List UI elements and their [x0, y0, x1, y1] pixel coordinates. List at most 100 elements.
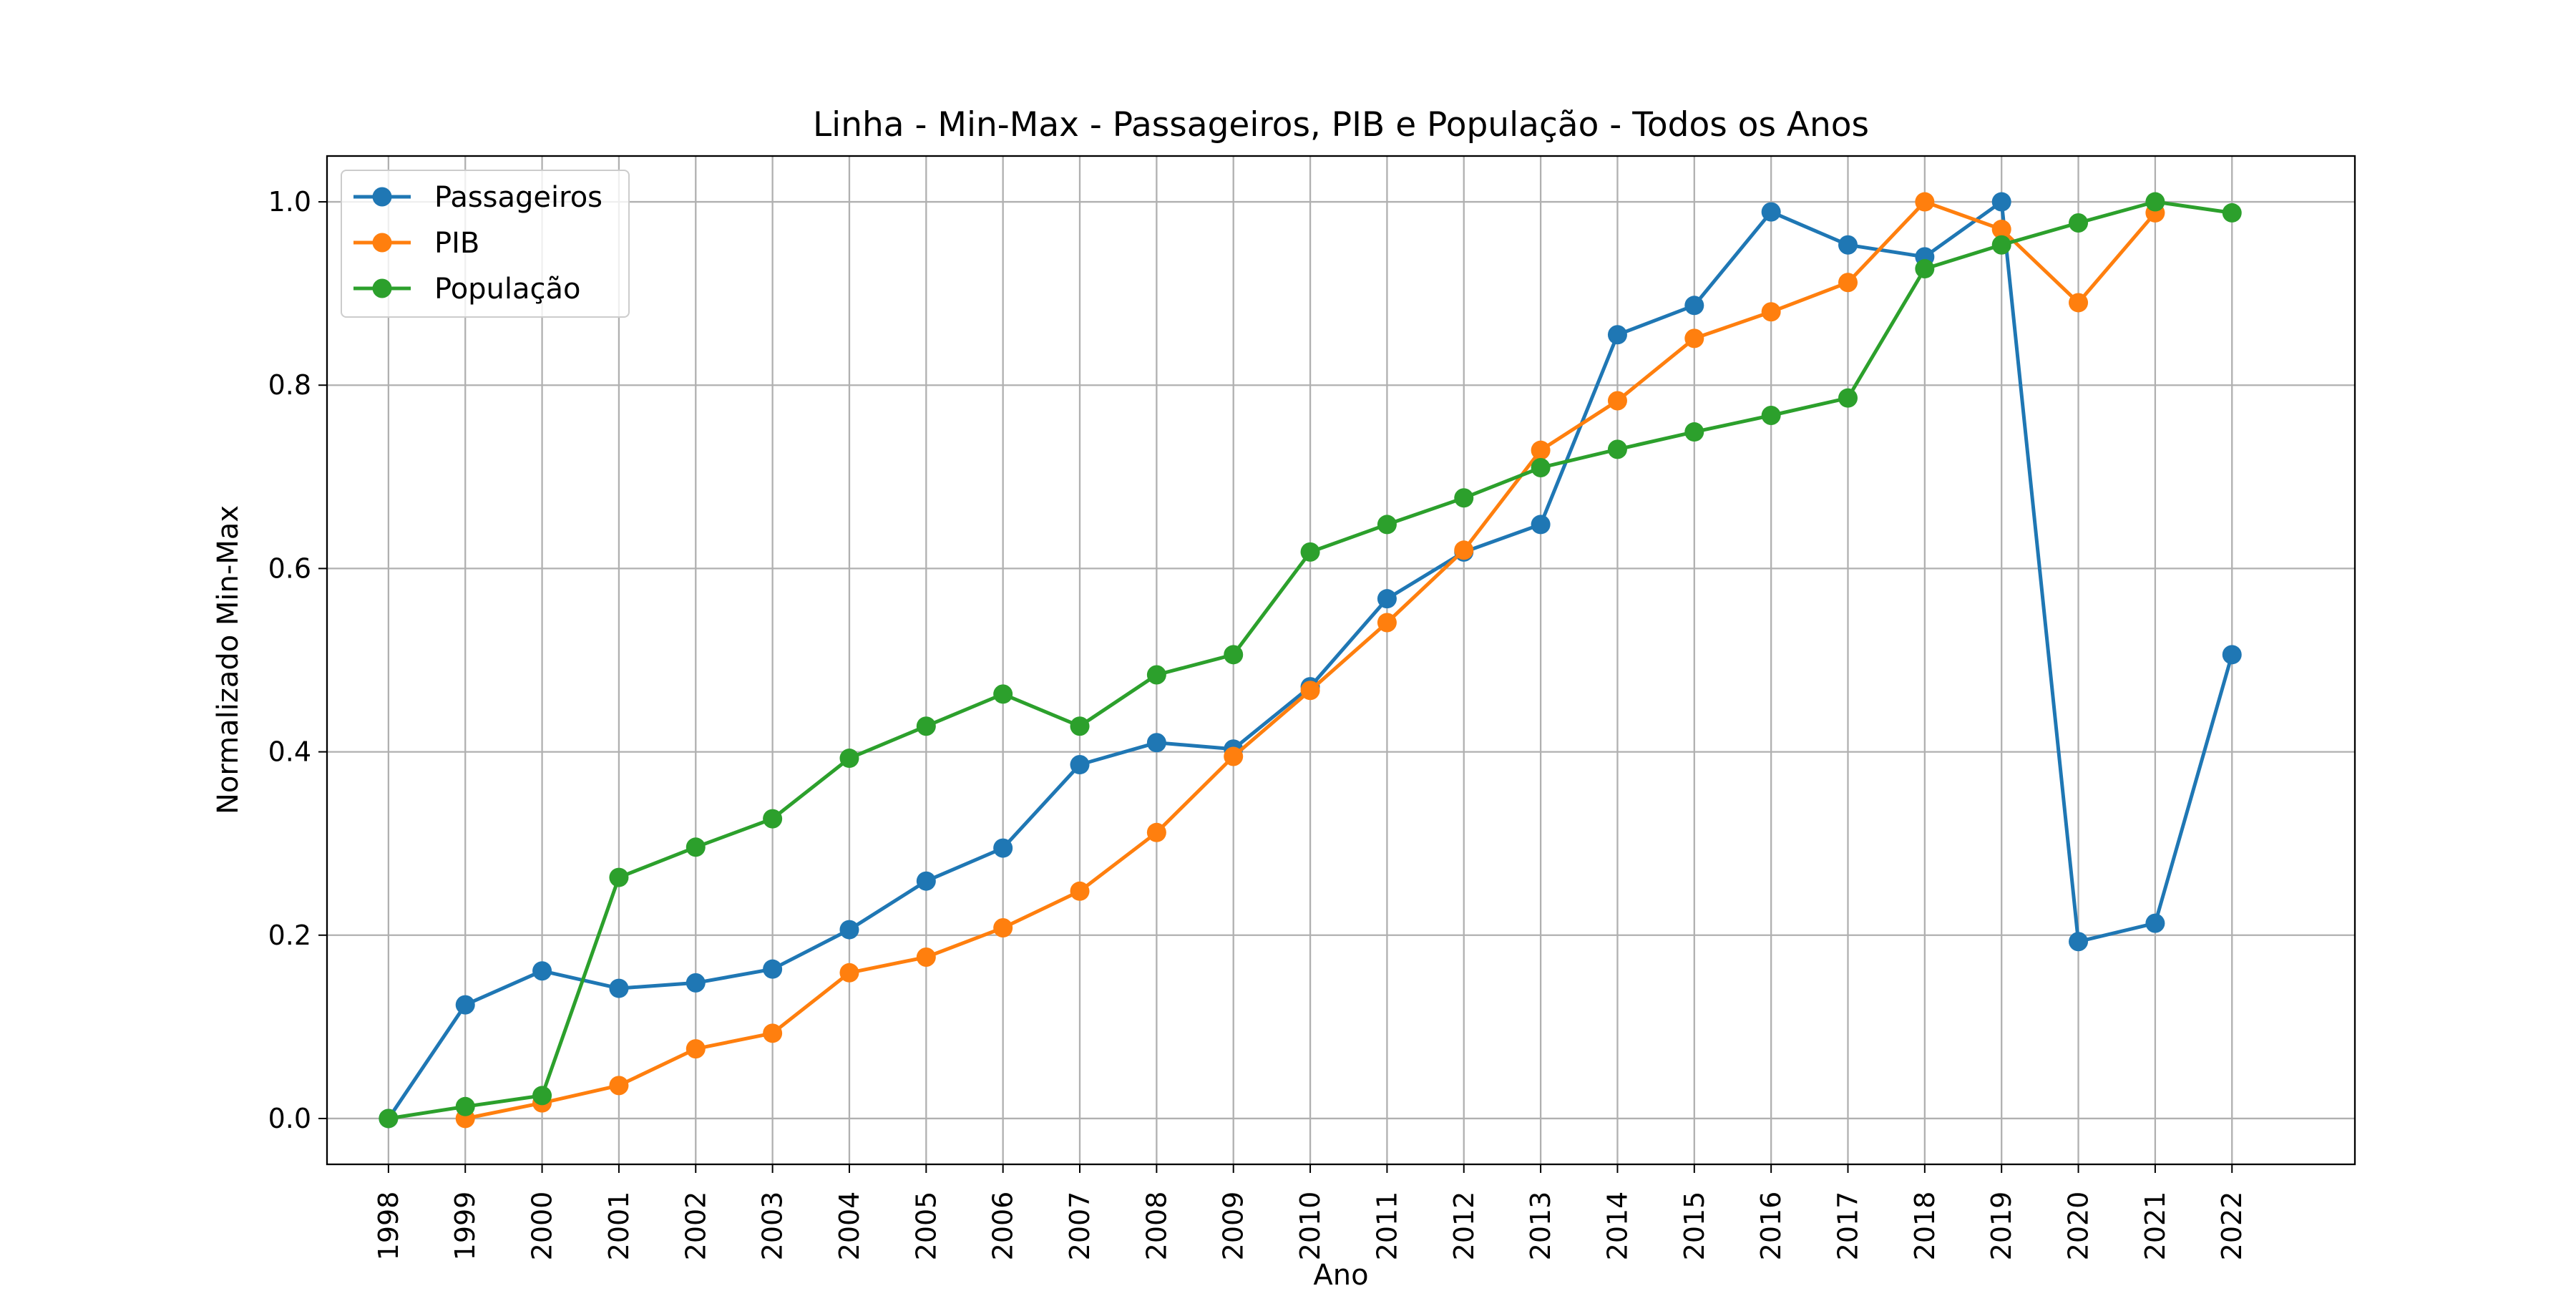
data-point: [2145, 192, 2165, 212]
data-point: [1454, 488, 1474, 508]
data-point: [1531, 515, 1551, 535]
data-point: [609, 867, 629, 887]
legend-label: PIB: [434, 227, 479, 260]
data-point: [2222, 645, 2242, 665]
x-tick-label: 2012: [1448, 1192, 1480, 1261]
data-point: [1761, 202, 1781, 222]
y-tick-label: 0.6: [268, 552, 311, 584]
data-point: [1146, 665, 1166, 685]
legend-item: População: [353, 273, 581, 306]
legend: Passageiros PIB População: [341, 170, 630, 318]
data-point: [1300, 681, 1320, 701]
data-point: [532, 1086, 552, 1106]
data-point: [1070, 881, 1090, 901]
series-lines: [379, 192, 2242, 1129]
x-tick-label: 2011: [1371, 1192, 1402, 1261]
x-tick-label: 2001: [603, 1192, 635, 1261]
y-tick-label: 0.0: [268, 1103, 311, 1134]
data-point: [2069, 932, 2089, 952]
x-tick-label: 2005: [910, 1192, 942, 1261]
data-point: [686, 973, 706, 993]
data-point: [1146, 733, 1166, 753]
data-point: [1070, 755, 1090, 775]
data-point: [1761, 405, 1781, 425]
data-point: [916, 716, 936, 736]
data-point: [1607, 439, 1627, 459]
legend-box: [341, 170, 630, 318]
chart-title: Linha - Min-Max - Passageiros, PIB e Pop…: [813, 105, 1869, 145]
data-point: [1838, 388, 1858, 408]
data-point: [916, 871, 936, 891]
legend-marker: [372, 278, 392, 298]
data-point: [993, 838, 1013, 858]
x-tick-label: 2003: [757, 1192, 789, 1261]
y-tick-label: 1.0: [268, 186, 311, 218]
data-point: [686, 837, 706, 857]
y-tick-label: 0.8: [268, 369, 311, 401]
x-tick-label: 2007: [1064, 1192, 1096, 1261]
data-point: [763, 809, 783, 829]
data-point: [455, 1096, 475, 1116]
data-point: [1531, 440, 1551, 460]
data-point: [1838, 273, 1858, 293]
x-tick-label: 2015: [1679, 1192, 1710, 1261]
data-point: [839, 920, 859, 940]
x-tick-label: 2021: [2140, 1192, 2171, 1261]
x-tick-label: 2016: [1755, 1192, 1787, 1261]
data-point: [2222, 203, 2242, 223]
x-tick-label: 2004: [834, 1192, 865, 1261]
data-point: [1531, 458, 1551, 478]
x-tick-label: 2017: [1833, 1192, 1864, 1261]
data-point: [993, 918, 1013, 938]
legend-item: PIB: [353, 227, 479, 260]
data-point: [1377, 589, 1397, 609]
data-point: [839, 749, 859, 769]
y-axis: 0.0 0.2 0.4 0.6 0.8 1.0: [268, 186, 327, 1134]
data-point: [1607, 325, 1627, 345]
x-tick-label: 2019: [1986, 1192, 2017, 1261]
x-axis-label: Ano: [1313, 1259, 1368, 1288]
data-point: [609, 978, 629, 998]
x-tick-label: 2013: [1525, 1192, 1556, 1261]
data-point: [993, 684, 1013, 704]
x-tick-label: 2020: [2063, 1192, 2094, 1261]
x-tick-label: 1999: [449, 1192, 481, 1261]
y-axis-label: Normalizado Min-Max: [212, 505, 245, 814]
data-point: [1224, 645, 1244, 665]
data-point: [455, 995, 475, 1015]
x-tick-label: 2002: [680, 1192, 711, 1261]
data-point: [1300, 542, 1320, 562]
series-pib: [455, 192, 2165, 1129]
legend-marker: [372, 187, 392, 207]
legend-item: Passageiros: [353, 181, 602, 214]
data-point: [1377, 613, 1397, 633]
x-tick-label: 2006: [987, 1192, 1019, 1261]
x-tick-label: 2018: [1909, 1192, 1941, 1261]
data-point: [2069, 293, 2089, 313]
data-point: [1838, 235, 1858, 255]
x-tick-label: 2008: [1141, 1192, 1172, 1261]
data-point: [1915, 259, 1935, 279]
data-point: [1607, 391, 1627, 411]
data-point: [1991, 192, 2011, 212]
series-populacao: [379, 192, 2242, 1129]
y-tick-label: 0.4: [268, 736, 311, 768]
legend-marker: [372, 233, 392, 253]
legend-label: População: [434, 273, 581, 306]
data-point: [1991, 219, 2011, 239]
data-point: [1070, 716, 1090, 736]
data-point: [1761, 302, 1781, 322]
data-point: [1684, 296, 1704, 316]
data-point: [1684, 328, 1704, 349]
data-point: [1684, 422, 1704, 442]
x-tick-label: 2000: [527, 1192, 558, 1261]
x-tick-label: 1998: [373, 1192, 404, 1261]
data-point: [916, 947, 936, 968]
data-point: [1146, 822, 1166, 842]
data-point: [1915, 192, 1935, 212]
x-tick-label: 2009: [1218, 1192, 1249, 1261]
data-point: [686, 1039, 706, 1059]
data-point: [2145, 913, 2165, 933]
